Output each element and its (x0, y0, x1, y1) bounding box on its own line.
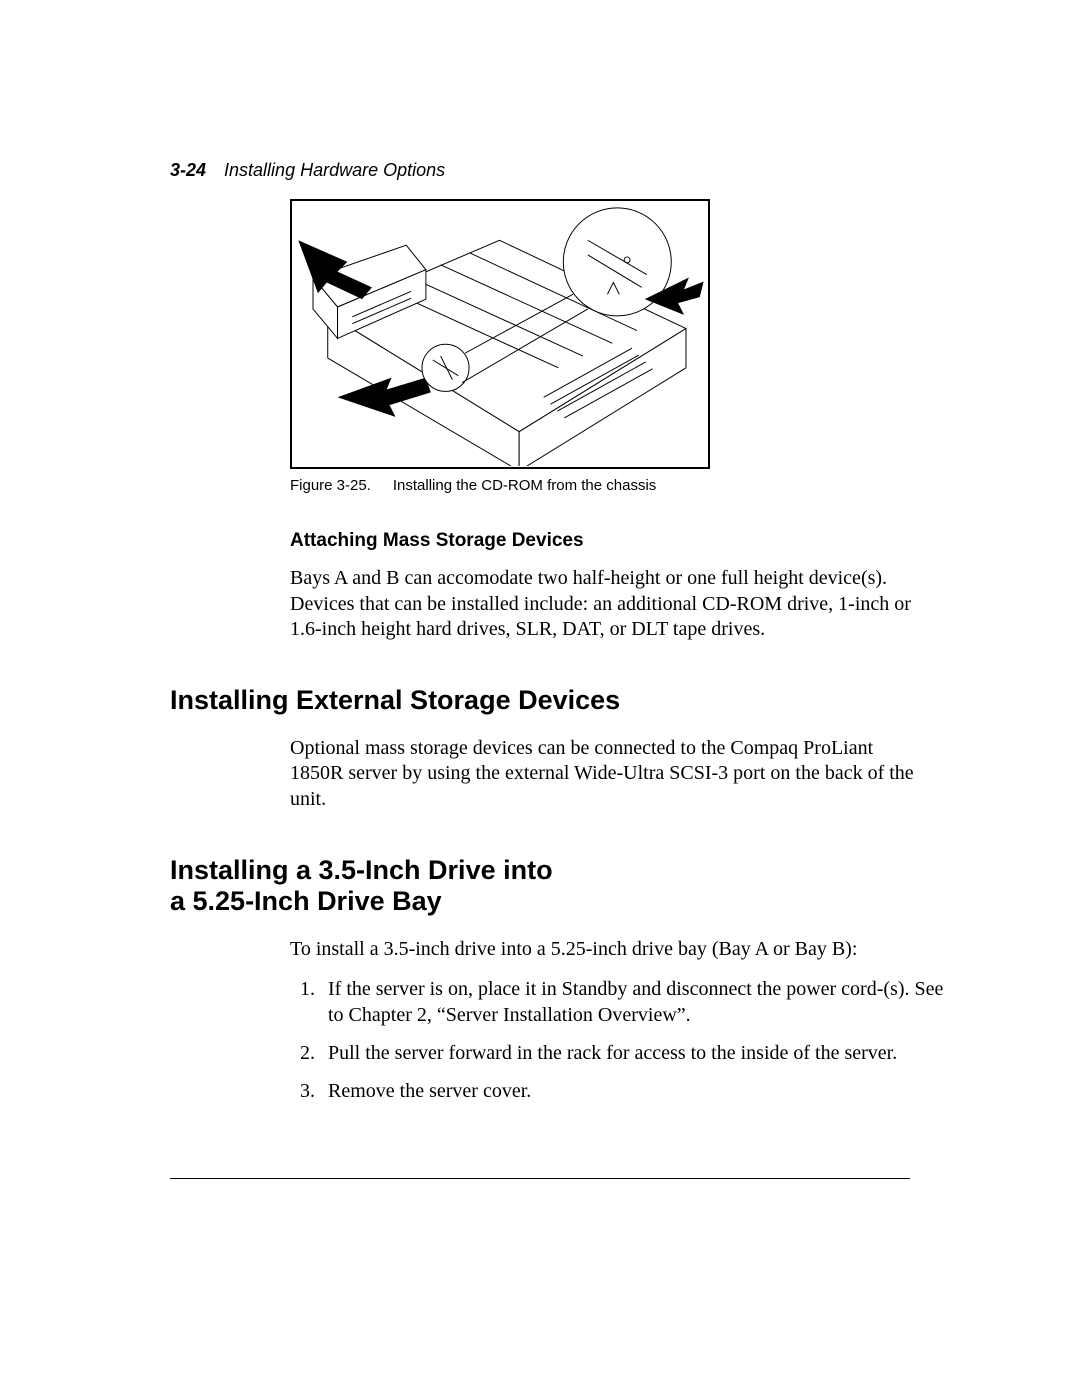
heading-install-3-5-drive: Installing a 3.5-Inch Drive into a 5.25-… (170, 855, 810, 917)
figure-illustration (290, 199, 710, 469)
running-header: 3-24 Installing Hardware Options (170, 160, 970, 181)
install-drive-intro: To install a 3.5-inch drive into a 5.25-… (290, 937, 930, 963)
chapter-title: Installing Hardware Options (224, 160, 445, 180)
install-drive-steps: If the server is on, place it in Standby… (290, 976, 960, 1104)
list-item: Pull the server forward in the rack for … (320, 1040, 960, 1066)
list-item: If the server is on, place it in Standby… (320, 976, 960, 1028)
heading-external-storage: Installing External Storage Devices (170, 685, 810, 716)
body-attaching-mass-storage: Bays A and B can accomodate two half-hei… (290, 566, 930, 643)
external-storage-body-block: Optional mass storage devices can be con… (290, 736, 970, 813)
figure-caption: Figure 3-25. Installing the CD-ROM from t… (290, 477, 970, 494)
figure-label: Figure 3-25. (290, 477, 371, 494)
body-external-storage: Optional mass storage devices can be con… (290, 736, 930, 813)
footer-rule (170, 1178, 910, 1179)
manual-page: 3-24 Installing Hardware Options (0, 0, 1080, 1397)
install-drive-body-block: To install a 3.5-inch drive into a 5.25-… (290, 937, 970, 1105)
chassis-svg (292, 201, 707, 466)
heading-line-2: a 5.25-Inch Drive Bay (170, 886, 442, 916)
heading-line-1: Installing a 3.5-Inch Drive into (170, 855, 553, 885)
subheading-attaching-mass-storage: Attaching Mass Storage Devices (290, 530, 970, 552)
figure-block: Figure 3-25. Installing the CD-ROM from t… (290, 199, 970, 643)
list-item: Remove the server cover. (320, 1078, 960, 1104)
figure-caption-text: Installing the CD-ROM from the chassis (393, 477, 656, 494)
page-number: 3-24 (170, 160, 206, 180)
